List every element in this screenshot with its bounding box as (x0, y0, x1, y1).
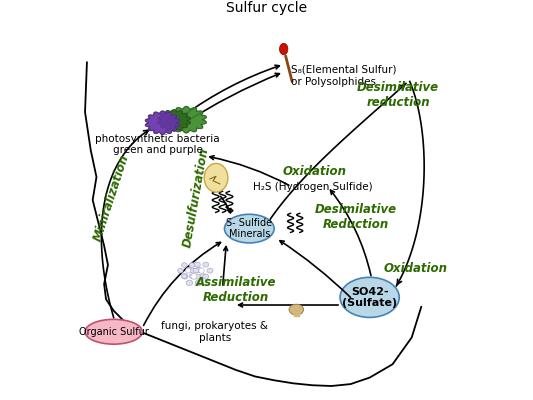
Ellipse shape (340, 277, 399, 318)
Polygon shape (158, 110, 190, 131)
Text: Oxidation: Oxidation (384, 262, 448, 275)
Ellipse shape (289, 304, 304, 315)
Ellipse shape (279, 43, 288, 55)
Text: SO42-
(Sulfate): SO42- (Sulfate) (342, 286, 397, 308)
Ellipse shape (190, 268, 196, 273)
Ellipse shape (182, 263, 187, 267)
Ellipse shape (203, 262, 209, 267)
Ellipse shape (189, 263, 195, 267)
Ellipse shape (186, 267, 192, 272)
Ellipse shape (195, 262, 200, 267)
Polygon shape (166, 106, 206, 133)
Ellipse shape (200, 274, 206, 279)
Text: Desimilative
Reduction: Desimilative Reduction (315, 203, 397, 231)
Text: fungi, prokaryotes &
plants: fungi, prokaryotes & plants (161, 321, 269, 342)
Circle shape (199, 268, 204, 273)
Ellipse shape (186, 280, 192, 286)
Ellipse shape (195, 274, 200, 279)
Ellipse shape (195, 280, 201, 286)
Ellipse shape (203, 274, 209, 279)
Circle shape (185, 268, 191, 273)
Text: Desimilative
reduction: Desimilative reduction (357, 81, 439, 109)
Text: S₈(Elemental Sulfur)
or Polysolphides: S₈(Elemental Sulfur) or Polysolphides (292, 65, 397, 86)
Text: Organic Sulfur: Organic Sulfur (79, 327, 149, 337)
Text: Oxidation: Oxidation (282, 165, 346, 178)
Ellipse shape (204, 164, 228, 192)
Ellipse shape (207, 268, 213, 273)
Ellipse shape (182, 274, 188, 279)
Text: Miniralization: Miniralization (92, 153, 132, 243)
Ellipse shape (193, 268, 199, 273)
Ellipse shape (177, 268, 183, 273)
Ellipse shape (182, 274, 187, 278)
Text: Desulfurization: Desulfurization (181, 147, 211, 249)
Text: H₂S (Hydrogen Sulfide): H₂S (Hydrogen Sulfide) (253, 182, 372, 192)
Ellipse shape (85, 319, 142, 344)
Ellipse shape (189, 274, 195, 278)
Circle shape (191, 274, 197, 279)
Text: photosynthetic bacteria
green and purple: photosynthetic bacteria green and purple (95, 134, 220, 155)
Text: S- Sulfide
Minerals: S- Sulfide Minerals (226, 218, 272, 239)
Polygon shape (146, 111, 180, 134)
Text: Assimilative
Reduction: Assimilative Reduction (196, 276, 276, 304)
Ellipse shape (195, 267, 201, 272)
Ellipse shape (224, 214, 274, 243)
Title: Sulfur cycle: Sulfur cycle (226, 1, 307, 15)
